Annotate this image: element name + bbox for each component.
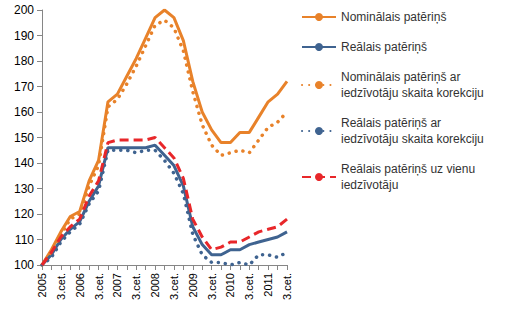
svg-text:3.cet.: 3.cet. (243, 273, 255, 300)
svg-text:2005: 2005 (36, 273, 48, 297)
svg-text:3.cet.: 3.cet. (206, 273, 218, 300)
svg-text:160: 160 (14, 105, 34, 119)
svg-text:200: 200 (14, 3, 34, 17)
svg-text:3.cet.: 3.cet. (130, 273, 142, 300)
svg-text:2008: 2008 (149, 273, 161, 297)
svg-text:180: 180 (14, 54, 34, 68)
svg-text:iedzīvotāju: iedzīvotāju (341, 178, 398, 192)
svg-text:3.cet.: 3.cet. (168, 273, 180, 300)
svg-text:3.cet.: 3.cet. (93, 273, 105, 300)
svg-text:Reālais patēriņš ar: Reālais patēriņš ar (341, 116, 444, 130)
svg-text:140: 140 (14, 156, 34, 170)
svg-text:3.cet.: 3.cet. (55, 273, 67, 300)
svg-text:Reālais patēriņš: Reālais patēriņš (341, 40, 427, 54)
svg-text:170: 170 (14, 80, 34, 94)
svg-text:Nominālais patēriņš ar: Nominālais patēriņš ar (341, 70, 464, 84)
svg-text:iedzīvotāju skaita korekciju: iedzīvotāju skaita korekciju (341, 132, 484, 146)
svg-text:120: 120 (14, 207, 34, 221)
svg-text:150: 150 (14, 131, 34, 145)
svg-text:iedzīvotāju skaita korekciju: iedzīvotāju skaita korekciju (341, 86, 484, 100)
svg-text:2011: 2011 (262, 273, 274, 297)
svg-text:Nominālais patēriņš: Nominālais patēriņš (341, 10, 446, 24)
svg-text:2009: 2009 (187, 273, 199, 297)
svg-text:2006: 2006 (74, 273, 86, 297)
svg-text:2007: 2007 (111, 273, 123, 297)
svg-text:100: 100 (14, 258, 34, 272)
svg-text:110: 110 (15, 233, 34, 247)
svg-text:130: 130 (14, 182, 34, 196)
svg-text:Reālais patēriņš uz vienu: Reālais patēriņš uz vienu (341, 162, 478, 176)
svg-text:190: 190 (14, 29, 34, 43)
svg-text:3.cet.: 3.cet. (281, 273, 293, 300)
svg-text:2010: 2010 (224, 273, 236, 297)
